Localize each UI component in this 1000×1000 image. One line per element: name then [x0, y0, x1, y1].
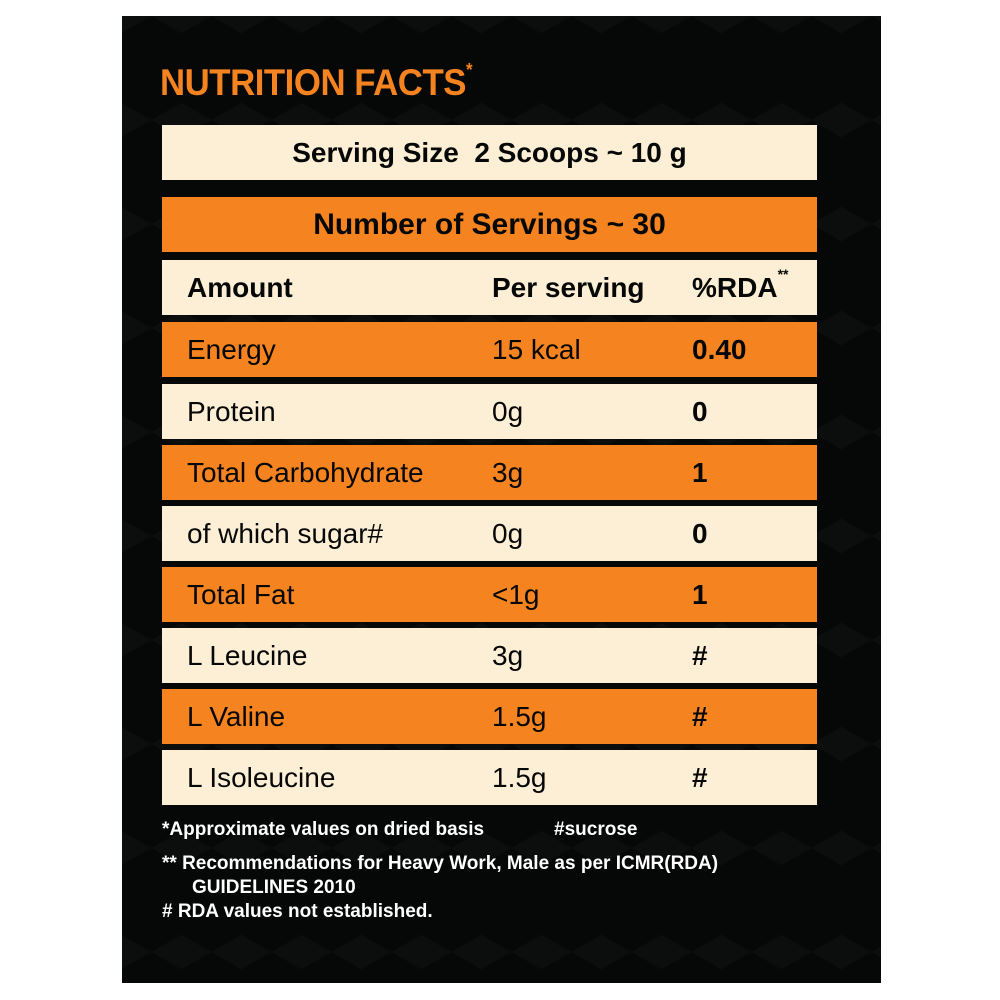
footnote-recommendations-line1: ** Recommendations for Heavy Work, Male …	[162, 853, 719, 874]
nutrient-rda: #	[692, 700, 708, 732]
nutrition-facts-title: NUTRITION FACTS*	[160, 60, 473, 104]
footnote-rda-note: # RDA values not established.	[162, 901, 433, 922]
nutrient-name: Total Carbohydrate	[187, 456, 424, 488]
header-rda: %RDA**	[692, 266, 788, 304]
table-row-sugar: of which sugar# 0g 0	[162, 506, 817, 561]
nutrient-rda: 1	[692, 578, 708, 610]
header-per-serving: Per serving	[492, 271, 645, 303]
nutrient-name: of which sugar#	[187, 517, 384, 549]
header-rda-label: %RDA	[692, 271, 778, 303]
table-row-l-valine: L Valine 1.5g #	[162, 689, 817, 744]
nutrient-name: Protein	[187, 395, 276, 427]
serving-size-bar: Serving Size 2 Scoops ~ 10 g	[162, 125, 817, 180]
nutrient-name: L Valine	[187, 700, 286, 732]
nutrient-name: L Leucine	[187, 639, 308, 671]
nutrient-rda: 0	[692, 395, 708, 427]
nutrient-per-serving: 3g	[492, 639, 524, 671]
header-amount: Amount	[187, 271, 293, 303]
nutrient-name: Total Fat	[187, 578, 295, 610]
nutrient-per-serving: 1.5g	[492, 761, 547, 793]
nutrient-rda: #	[692, 761, 708, 793]
nutrient-per-serving: 3g	[492, 456, 524, 488]
servings-bar: Number of Servings ~ 30	[162, 197, 817, 252]
table-row-protein: Protein 0g 0	[162, 384, 817, 439]
table-row-total-fat: Total Fat <1g 1	[162, 567, 817, 622]
footnote-sucrose: #sucrose	[554, 819, 638, 840]
table-row-total-carbohydrate: Total Carbohydrate 3g 1	[162, 445, 817, 500]
table-row-energy: Energy 15 kcal 0.40	[162, 322, 817, 377]
servings-text: Number of Servings ~ 30	[313, 207, 666, 241]
footnote-recommendations-line2: GUIDELINES 2010	[192, 877, 356, 898]
nutrient-rda: 1	[692, 456, 708, 488]
title-text: NUTRITION FACTS	[160, 62, 466, 103]
nutrient-per-serving: 0g	[492, 395, 524, 427]
footnote-approx-line: *Approximate values on dried basis #sucro…	[162, 818, 718, 842]
nutrient-rda: #	[692, 639, 708, 671]
nutrient-rda: 0	[692, 517, 708, 549]
serving-size-text: Serving Size 2 Scoops ~ 10 g	[292, 136, 687, 168]
nutrient-name: Energy	[187, 333, 276, 365]
table-row-l-leucine: L Leucine 3g #	[162, 628, 817, 683]
nutrient-name: L Isoleucine	[187, 761, 336, 793]
title-asterisk: *	[465, 60, 473, 80]
table-header-row: Amount Per serving %RDA**	[162, 260, 817, 315]
nutrient-per-serving: 1.5g	[492, 700, 547, 732]
nutrient-per-serving: 15 kcal	[492, 333, 581, 365]
nutrient-per-serving: <1g	[492, 578, 540, 610]
header-rda-marker: **	[777, 265, 789, 282]
footnote-approx: *Approximate values on dried basis	[162, 819, 485, 840]
table-row-l-isoleucine: L Isoleucine 1.5g #	[162, 750, 817, 805]
nutrient-per-serving: 0g	[492, 517, 524, 549]
nutrient-rda: 0.40	[692, 333, 747, 365]
footnotes: *Approximate values on dried basis #sucro…	[162, 818, 718, 924]
